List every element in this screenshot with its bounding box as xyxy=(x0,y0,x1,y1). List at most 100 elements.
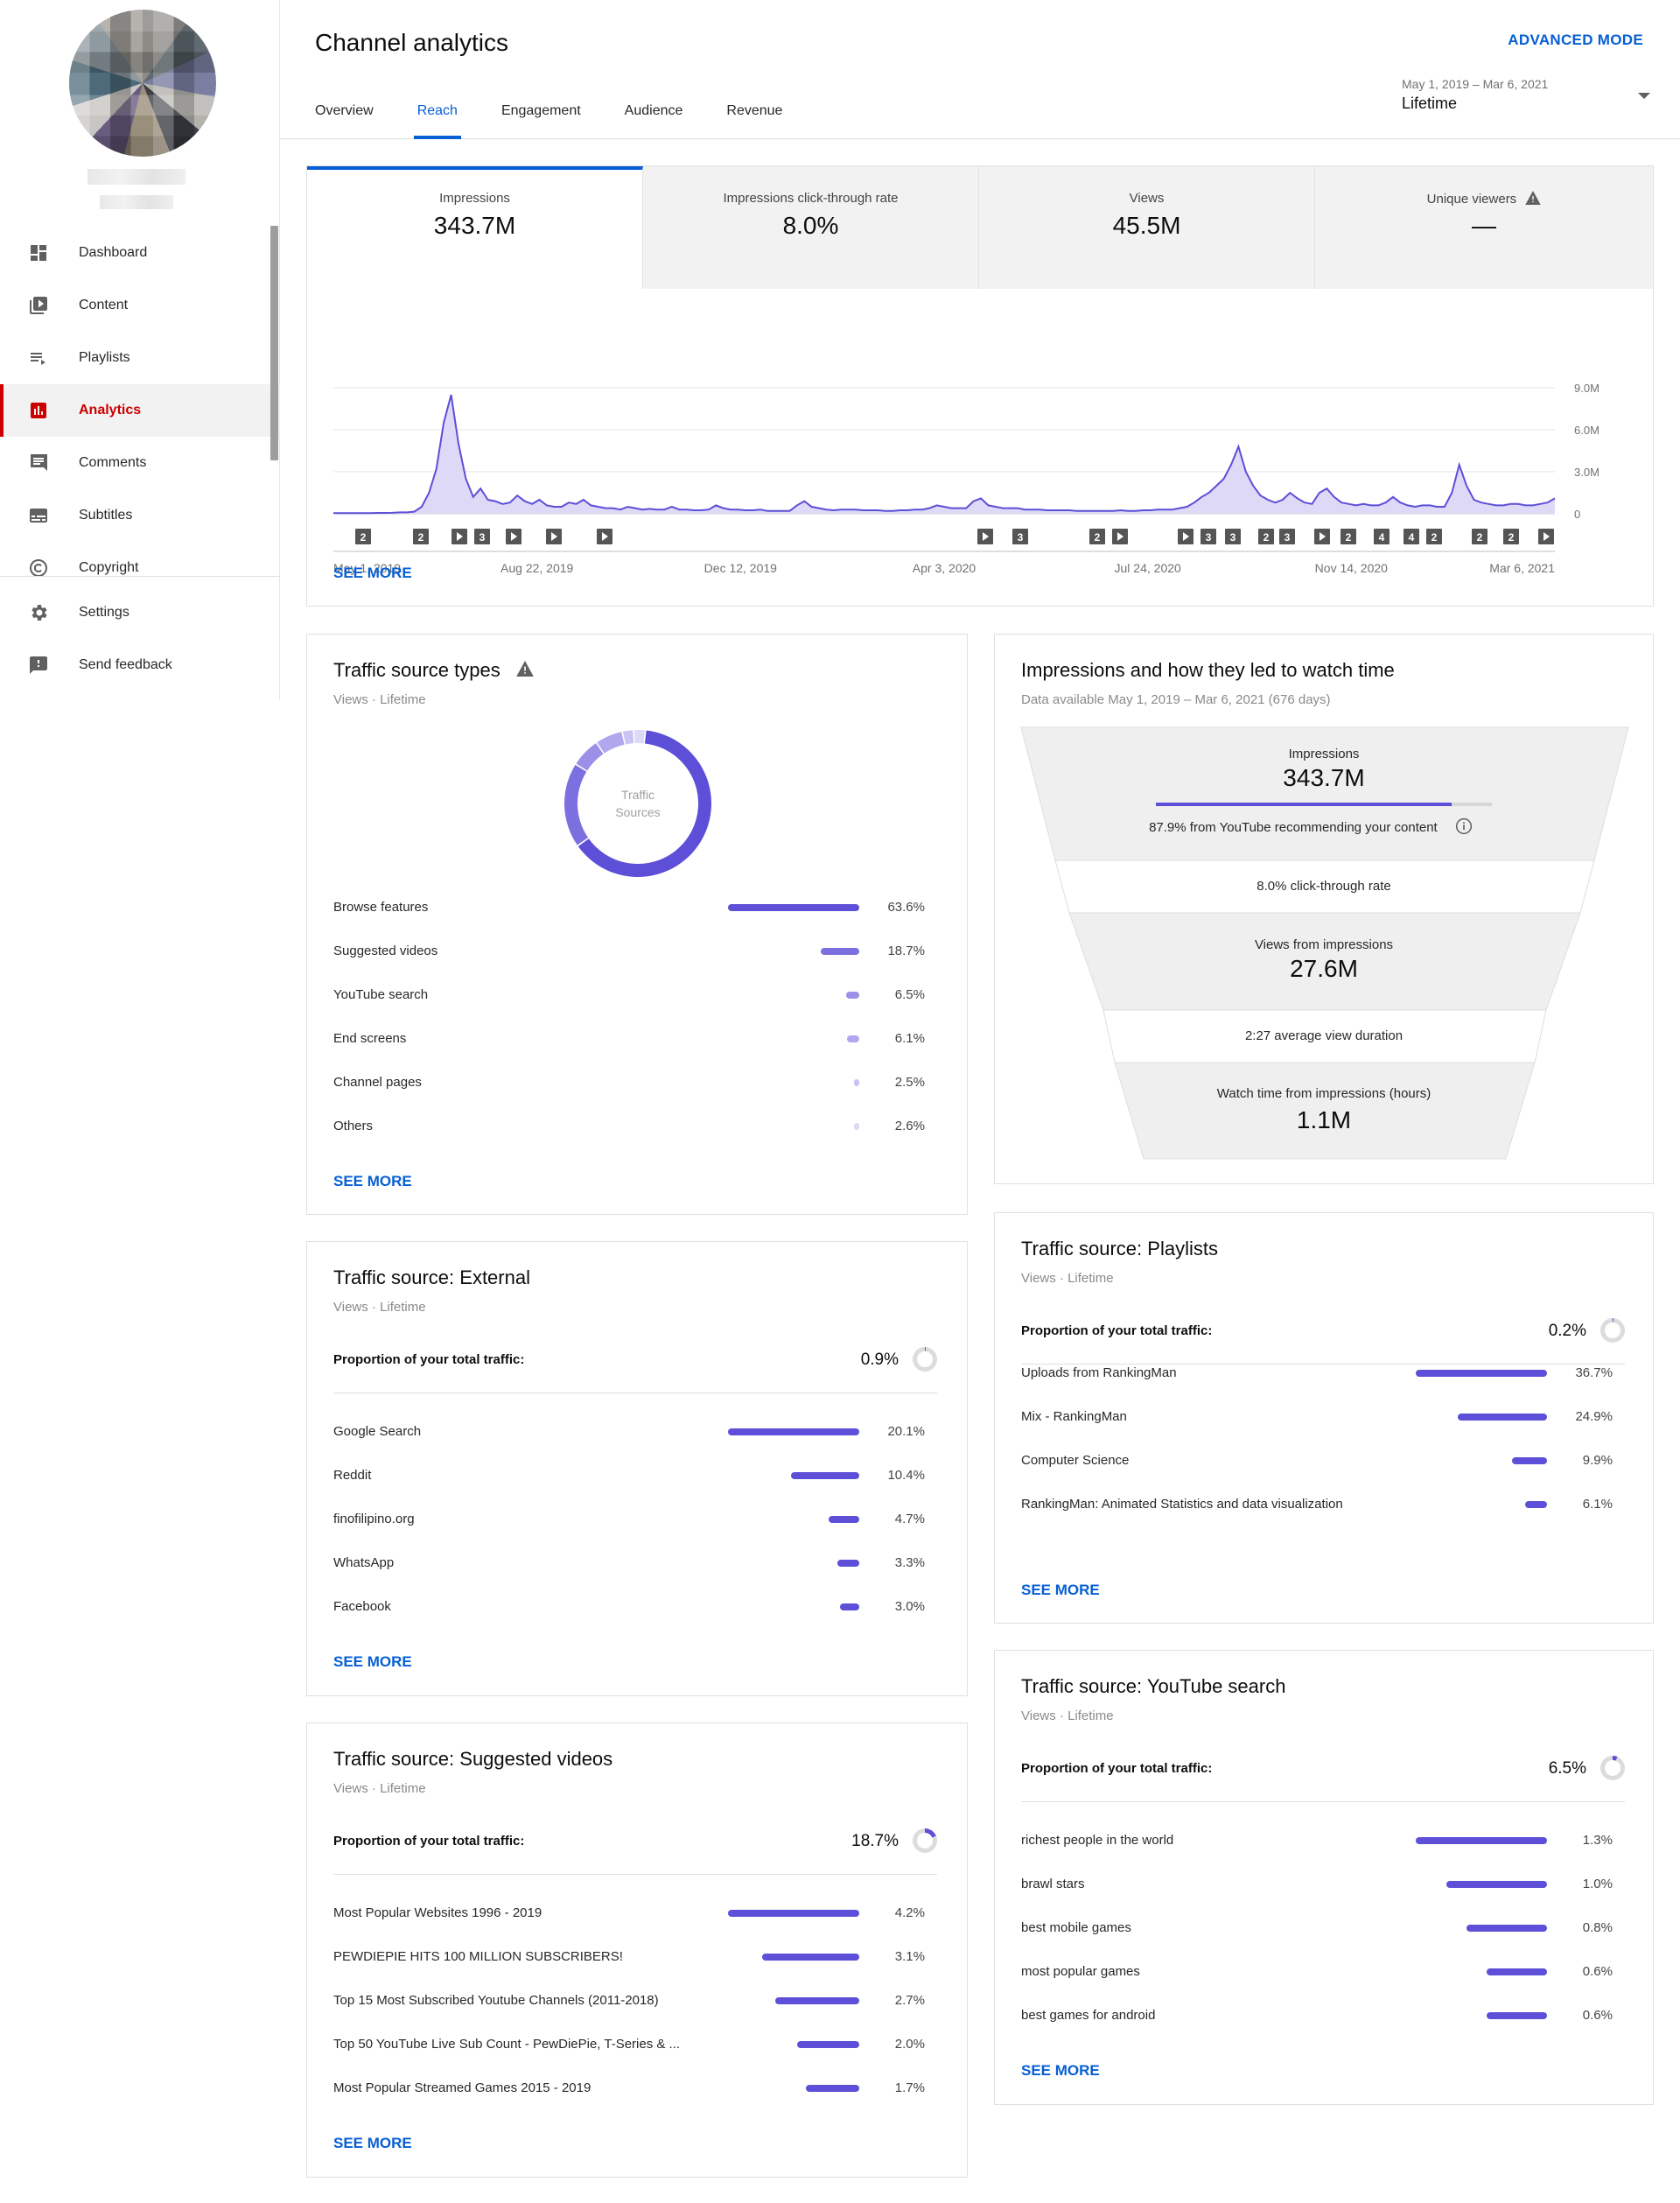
y-tick-label: 9.0M xyxy=(1574,382,1600,395)
video-marker[interactable] xyxy=(1374,529,1390,544)
donut-slice[interactable] xyxy=(564,764,589,845)
warning-icon[interactable] xyxy=(1525,191,1542,205)
donut-slice[interactable] xyxy=(634,730,645,744)
page-title: Channel analytics xyxy=(315,29,509,56)
sidebar-item-label: Analytics xyxy=(79,403,142,417)
metric-tab-impressions[interactable]: Impressions 343.7M xyxy=(307,166,643,289)
card-title: Traffic source: YouTube search xyxy=(1021,1675,1286,1697)
video-marker[interactable] xyxy=(1225,529,1241,544)
info-icon[interactable] xyxy=(1455,817,1473,835)
see-more-button[interactable]: SEE MORE xyxy=(333,1653,412,1670)
sidebar-item-label: Dashboard xyxy=(79,245,148,260)
metric-value: 45.5M xyxy=(1112,212,1181,239)
video-marker[interactable] xyxy=(474,529,490,544)
sidebar-item-playlists[interactable]: Playlists xyxy=(0,332,280,384)
video-marker[interactable] xyxy=(413,529,429,544)
x-tick-label: Mar 6, 2021 xyxy=(1489,561,1555,575)
list-item[interactable]: most popular games 0.6% xyxy=(1021,1961,1613,1984)
see-more-button[interactable]: SEE MORE xyxy=(1021,2062,1100,2079)
list-item[interactable]: Reddit 10.4% xyxy=(333,1465,925,1488)
list-item[interactable]: Most Popular Streamed Games 2015 - 2019 1… xyxy=(333,2078,925,2101)
sidebar-item-content[interactable]: Content xyxy=(0,279,280,332)
donut-slice[interactable] xyxy=(622,730,634,745)
date-range-selector[interactable]: May 1, 2019 – Mar 6, 2021 Lifetime xyxy=(1402,77,1650,113)
tab-audience[interactable]: Audience xyxy=(624,103,683,118)
sidebar-item-analytics[interactable]: Analytics xyxy=(0,384,280,437)
list-item[interactable]: best mobile games 0.8% xyxy=(1021,1918,1613,1940)
list-item[interactable]: Top 15 Most Subscribed Youtube Channels … xyxy=(333,1990,925,2013)
impressions-line[interactable] xyxy=(333,394,1556,515)
metric-value: — xyxy=(1472,212,1496,239)
proportion-ring-icon xyxy=(913,1347,937,1372)
tab-engagement[interactable]: Engagement xyxy=(500,103,581,118)
list-item[interactable]: Facebook 3.0% xyxy=(333,1596,925,1619)
list-item[interactable]: finofilipino.org 4.7% xyxy=(333,1509,925,1532)
list-item[interactable]: best games for android 0.6% xyxy=(1021,2005,1613,2028)
list-item[interactable]: Most Popular Websites 1996 - 2019 4.2% xyxy=(333,1903,925,1926)
donut-slice[interactable] xyxy=(576,743,604,771)
list-item[interactable]: End screens 6.1% xyxy=(333,1028,925,1051)
list-item[interactable]: Mix - RankingMan 24.9% xyxy=(1021,1407,1613,1429)
video-marker[interactable] xyxy=(1404,529,1419,544)
warning-icon[interactable] xyxy=(516,661,534,677)
sidebar: Dashboard Content Playlists Analytics Co… xyxy=(0,0,280,700)
see-more-button[interactable]: SEE MORE xyxy=(1021,1582,1100,1598)
video-marker[interactable] xyxy=(1200,529,1216,544)
proportion-value: 0.2% xyxy=(1548,1322,1586,1340)
metric-tab-ctr[interactable]: Impressions click-through rate 8.0% xyxy=(643,166,979,289)
metric-tab-unique-viewers[interactable]: Unique viewers — xyxy=(1315,166,1653,289)
list-item[interactable]: PEWDIEPIE HITS 100 MILLION SUBSCRIBERS! 3… xyxy=(333,1947,925,1969)
advanced-mode-button[interactable]: ADVANCED MODE xyxy=(1508,32,1643,48)
funnel-impressions-label: Impressions xyxy=(1288,747,1360,761)
channel-avatar[interactable] xyxy=(69,10,216,157)
list-item[interactable]: brawl stars 1.0% xyxy=(1021,1874,1613,1897)
list-item[interactable]: Uploads from RankingMan 36.7% xyxy=(1021,1363,1613,1386)
donut-slice[interactable] xyxy=(597,732,625,754)
tab-revenue[interactable]: Revenue xyxy=(726,103,783,118)
donut-center-label: Traffic Sources xyxy=(559,786,717,821)
list-item[interactable]: Suggested videos 18.7% xyxy=(333,941,925,964)
see-more-button[interactable]: SEE MORE xyxy=(333,2135,412,2151)
list-item-value: 3.3% xyxy=(894,1555,925,1570)
list-item[interactable]: YouTube search 6.5% xyxy=(333,985,925,1007)
x-tick-label: May 1, 2019 xyxy=(333,561,401,575)
list-item[interactable]: WhatsApp 3.3% xyxy=(333,1553,925,1575)
card-subtitle: Views · Lifetime xyxy=(333,692,426,707)
video-marker[interactable] xyxy=(1012,529,1028,544)
list-item[interactable]: Channel pages 2.5% xyxy=(333,1072,925,1095)
tab-bar: Overview Reach Engagement Audience Reven… xyxy=(315,96,826,139)
see-more-button[interactable]: SEE MORE xyxy=(333,1173,412,1189)
metric-tab-views[interactable]: Views 45.5M xyxy=(979,166,1315,289)
list-item[interactable]: Computer Science 9.9% xyxy=(1021,1450,1613,1473)
video-marker[interactable] xyxy=(1258,529,1274,544)
sidebar-item-settings[interactable]: Settings xyxy=(0,586,280,639)
list-item-value: 20.1% xyxy=(887,1424,925,1439)
sidebar-item-dashboard[interactable]: Dashboard xyxy=(0,227,280,279)
sidebar-item-comments[interactable]: Comments xyxy=(0,437,280,489)
list-item[interactable]: Browse features 63.6% xyxy=(333,897,925,920)
see-more-button[interactable]: SEE MORE xyxy=(333,565,412,581)
sidebar-scrollbar[interactable] xyxy=(270,226,278,460)
tab-overview[interactable]: Overview xyxy=(315,103,374,118)
sidebar-item-send-feedback[interactable]: Send feedback xyxy=(0,639,280,691)
video-marker[interactable] xyxy=(1426,529,1442,544)
card-subtitle: Views · Lifetime xyxy=(1021,1708,1114,1723)
impressions-chart[interactable]: 9.0M 6.0M 3.0M 0 2 2 3 3 2 3 3 2 3 2 4 4 2 2 2 May 1, 2019 A… xyxy=(307,333,1655,578)
tab-reach[interactable]: Reach xyxy=(413,96,462,139)
video-marker[interactable] xyxy=(1089,529,1105,544)
video-marker[interactable] xyxy=(355,529,371,544)
list-item[interactable]: RankingMan: Animated Statistics and data… xyxy=(1021,1494,1613,1517)
video-marker-count: 2 xyxy=(1264,531,1270,544)
video-marker[interactable] xyxy=(1503,529,1519,544)
list-item[interactable]: Others 2.6% xyxy=(333,1116,925,1139)
list-item-bar xyxy=(797,2041,859,2048)
list-item[interactable]: Google Search 20.1% xyxy=(333,1421,925,1444)
video-marker[interactable] xyxy=(1340,529,1356,544)
video-marker[interactable] xyxy=(1472,529,1488,544)
sidebar-item-subtitles[interactable]: Subtitles xyxy=(0,489,280,542)
traffic-sources-donut[interactable] xyxy=(559,725,717,882)
sidebar-item-label: Content xyxy=(79,298,129,312)
video-marker[interactable] xyxy=(1279,529,1295,544)
list-item[interactable]: richest people in the world 1.3% xyxy=(1021,1830,1613,1853)
list-item[interactable]: Top 50 YouTube Live Sub Count - PewDiePi… xyxy=(333,2034,925,2057)
